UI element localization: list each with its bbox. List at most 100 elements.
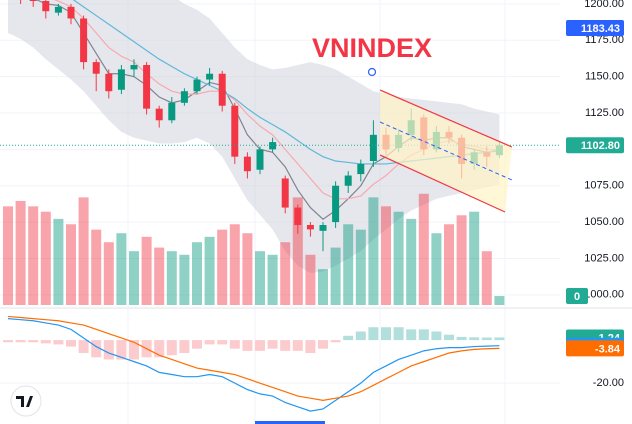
histogram-bar	[3, 340, 13, 343]
histogram-bar	[103, 340, 114, 360]
candle-body	[54, 6, 62, 13]
price-pane	[0, 0, 560, 305]
value-badge	[566, 20, 624, 37]
logo	[10, 385, 42, 417]
histogram-bar	[129, 340, 139, 360]
histogram-bar	[192, 340, 202, 349]
volume-bar	[166, 251, 177, 305]
candle-body	[193, 79, 201, 92]
volume-bar	[368, 197, 379, 305]
candle-body	[357, 163, 365, 175]
candle-body	[67, 6, 75, 19]
volume-bar	[494, 296, 505, 305]
candle-body	[231, 105, 239, 157]
histogram-bar	[179, 340, 190, 354]
y-tick-label: 1050.00	[584, 216, 624, 228]
candle-body	[369, 134, 377, 162]
y-tick-label: 1150.00	[585, 71, 624, 83]
volume-bar	[481, 251, 492, 305]
candle-body	[294, 207, 302, 226]
volume-bar	[229, 224, 240, 305]
histogram-bar	[368, 327, 379, 341]
volume-bar	[381, 206, 391, 305]
histogram-bar	[154, 340, 165, 358]
histogram-bar	[116, 340, 127, 360]
histogram-bar	[166, 340, 177, 356]
volume-bar	[103, 242, 114, 305]
candle-body	[206, 73, 214, 80]
volume-bar	[255, 251, 265, 305]
macd-line	[7, 315, 500, 401]
price-axis: 1000.001025.001050.001075.001100.001125.…	[566, 0, 624, 389]
candle-body	[180, 91, 188, 103]
volume-bar	[444, 224, 454, 305]
histogram-bar	[66, 340, 76, 347]
marker	[367, 67, 377, 77]
volume-bar	[91, 229, 102, 305]
volume-bar	[217, 229, 228, 305]
logo-mark	[16, 396, 33, 407]
histogram-bar	[431, 331, 442, 341]
volume-badge-label: 0	[574, 291, 580, 303]
volume-bar	[66, 224, 76, 305]
volume-bar	[469, 211, 480, 305]
histogram-bar	[444, 334, 454, 341]
candle-body	[319, 225, 327, 231]
histogram-bar	[280, 340, 291, 351]
histogram-bar	[494, 337, 505, 341]
histogram-bar	[28, 340, 39, 343]
volume-bar	[40, 211, 51, 305]
candle-body	[130, 65, 138, 70]
y-tick-label: 1025.00	[584, 252, 624, 264]
candle-body	[256, 149, 264, 170]
candle-body	[143, 65, 151, 109]
candle-body	[218, 73, 226, 106]
chart-title: VNINDEX	[312, 33, 432, 63]
histogram-bar	[343, 335, 354, 341]
histogram-bar	[217, 340, 228, 345]
candle-body	[155, 108, 163, 121]
candle-body	[168, 102, 176, 121]
candle-body	[105, 73, 113, 92]
histogram-bar	[229, 340, 240, 349]
histogram-bar	[305, 340, 316, 354]
time-range	[255, 421, 325, 424]
candle-body	[332, 185, 340, 223]
histogram-bar	[355, 331, 366, 341]
volume-bar	[154, 247, 165, 305]
volume-bar	[318, 269, 328, 305]
histogram-bar	[469, 337, 480, 341]
volume-bar	[179, 254, 190, 305]
volume-bar	[53, 218, 64, 305]
histogram-bar	[40, 340, 51, 344]
histogram-bar	[393, 327, 404, 341]
histogram-bar	[267, 340, 278, 349]
value-badge-label: -3.84	[595, 343, 621, 355]
volume-bar	[141, 236, 152, 305]
volume-bar	[129, 251, 139, 305]
candle-body	[42, 1, 50, 12]
value-badge	[566, 340, 624, 357]
volume-bar	[431, 233, 442, 305]
histogram-bar	[418, 329, 429, 341]
value-badge-label: 1183.43	[581, 23, 620, 35]
volume-badge	[566, 288, 588, 304]
volume-bar	[292, 197, 303, 305]
y-tick-label: 1200.00	[584, 0, 624, 10]
candle-body	[269, 142, 277, 150]
annotations	[367, 67, 513, 213]
volume-bar	[330, 247, 341, 305]
y-tick-label: 1175.00	[585, 34, 624, 46]
candle-body	[80, 18, 88, 63]
histogram-bar	[255, 340, 265, 351]
channel-top	[379, 89, 513, 148]
candle-body	[29, 0, 37, 2]
histogram-bar	[381, 327, 391, 341]
candle-body	[117, 69, 125, 90]
histogram-bar	[78, 340, 89, 354]
y-tick-label: 1125.00	[585, 107, 624, 119]
volume-bar	[3, 206, 13, 305]
volume-bar	[78, 197, 89, 305]
candle-body	[344, 175, 352, 186]
